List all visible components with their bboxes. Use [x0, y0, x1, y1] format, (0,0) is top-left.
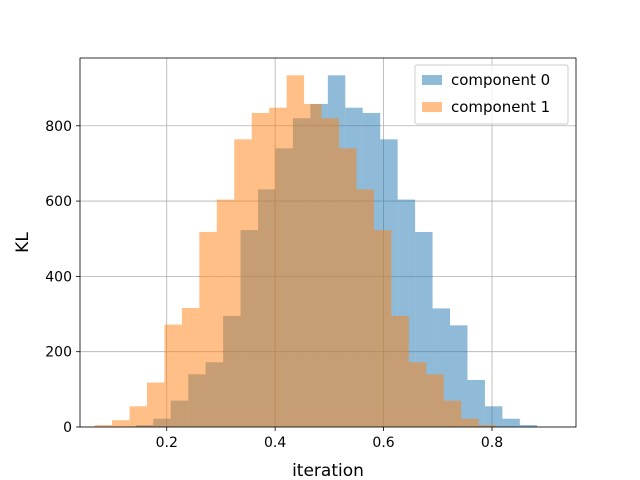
bar-component-0: [484, 406, 503, 427]
bar-component-1: [478, 425, 497, 427]
bar-component-1: [147, 382, 165, 427]
bar-component-1: [408, 362, 427, 427]
bar-component-0: [467, 379, 485, 427]
bar-component-1: [129, 406, 148, 427]
legend-box: [414, 64, 569, 125]
bar-component-1: [286, 75, 305, 428]
bar-component-1: [461, 418, 479, 427]
bar-component-1: [251, 112, 270, 427]
legend-label-component-1: component 1: [451, 98, 550, 116]
x-axis-label: iteration: [292, 461, 364, 480]
bar-component-1: [391, 315, 409, 427]
ticks: 0.2 0.4 0.6 0.8 0 200 400 600 800: [45, 119, 503, 451]
y-tick-label: 0: [63, 420, 72, 436]
bars: [94, 75, 538, 428]
bar-component-1: [373, 230, 392, 427]
legend-swatch-component-0: [422, 75, 442, 85]
bar-component-1: [181, 308, 200, 427]
x-tick-label: 0.2: [156, 435, 178, 451]
bar-component-0: [502, 418, 520, 427]
bar-component-1: [339, 148, 357, 427]
x-tick-label: 0.4: [264, 435, 286, 451]
bar-component-1: [164, 324, 182, 427]
legend: component 0 component 1: [414, 64, 569, 125]
bar-component-1: [234, 139, 252, 427]
legend-swatch-component-1: [422, 102, 442, 112]
plot-frame: [79, 57, 577, 428]
bar-component-1: [356, 189, 374, 427]
bar-component-1: [216, 199, 235, 427]
bar-component-1: [304, 103, 322, 427]
bar-component-1: [112, 420, 130, 427]
y-tick-label: 400: [45, 269, 72, 285]
y-tick-label: 200: [45, 345, 72, 361]
bar-component-1: [269, 107, 287, 428]
bar-component-1: [199, 231, 217, 427]
y-tick-label: 600: [45, 194, 72, 210]
bar-component-1: [426, 374, 444, 427]
y-axis-label: KL: [13, 232, 33, 253]
x-tick-label: 0.8: [481, 435, 503, 451]
bar-component-1: [443, 400, 462, 427]
legend-label-component-0: component 0: [451, 71, 550, 89]
y-tick-label: 800: [45, 119, 72, 135]
bar-component-1: [321, 118, 340, 427]
bar-component-0: [519, 425, 538, 427]
bar-component-1: [94, 425, 113, 427]
x-tick-label: 0.6: [372, 435, 394, 451]
